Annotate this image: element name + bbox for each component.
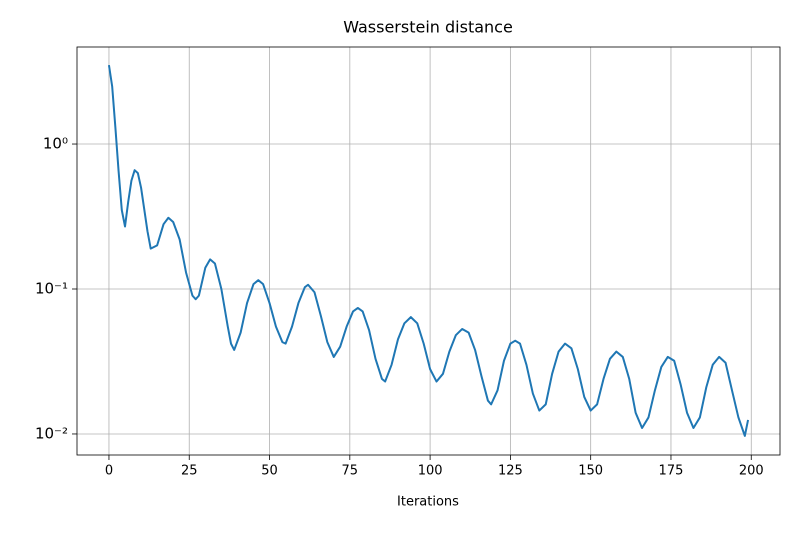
- chart-title: Wasserstein distance: [343, 18, 513, 37]
- x-tick-label: 150: [578, 464, 603, 479]
- x-tick-label: 75: [342, 464, 359, 479]
- x-tick-label: 175: [659, 464, 684, 479]
- x-tick-label: 50: [261, 464, 278, 479]
- x-tick-label: 125: [498, 464, 523, 479]
- axes-frame: [76, 46, 781, 456]
- x-tick-label: 0: [105, 464, 113, 479]
- x-axis-label: Iterations: [397, 495, 459, 510]
- x-tick-label: 25: [181, 464, 198, 479]
- data-line: [107, 65, 750, 437]
- y-tick-label: 10⁻²: [35, 424, 68, 442]
- x-tick-label: 200: [739, 464, 764, 479]
- x-tick-label: 100: [418, 464, 443, 479]
- y-tick-label: 10⁻¹: [35, 279, 68, 297]
- y-tick-label: 10⁰: [43, 135, 68, 153]
